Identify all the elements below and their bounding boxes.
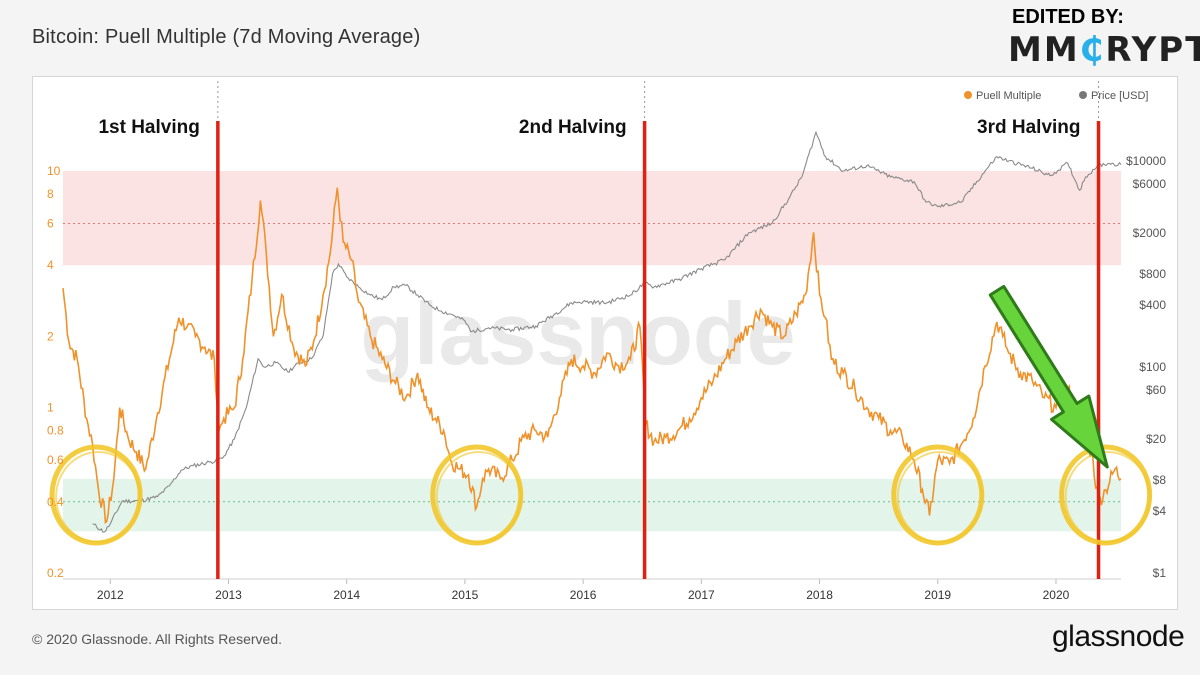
right-tick-label: $1: [1153, 566, 1167, 580]
coin-icon: ₵: [1079, 30, 1106, 70]
right-tick-label: $6000: [1133, 177, 1167, 191]
left-tick-label: 2: [47, 329, 54, 343]
highlight-circle-inner: [55, 451, 142, 543]
right-tick-label: $400: [1139, 298, 1166, 312]
left-tick-label: 1: [47, 401, 54, 415]
x-tick-label: 2012: [97, 588, 124, 602]
x-tick-label: 2019: [924, 588, 951, 602]
legend-label: Puell Multiple: [976, 90, 1041, 102]
right-tick-label: $4: [1153, 504, 1167, 518]
right-tick-label: $60: [1146, 383, 1166, 397]
right-tick-label: $2000: [1133, 226, 1167, 240]
chart-title: Bitcoin: Puell Multiple (7d Moving Avera…: [32, 26, 421, 48]
copyright-footer: © 2020 Glassnode. All Rights Reserved.: [32, 631, 283, 647]
right-tick-label: $100: [1139, 360, 1166, 374]
left-tick-label: 10: [47, 164, 61, 178]
x-tick-label: 2017: [688, 588, 715, 602]
zone-overvalued: [63, 171, 1121, 266]
right-tick-label: $10000: [1126, 154, 1166, 168]
halving-label: 3rd Halving: [977, 117, 1080, 138]
x-tick-label: 2018: [806, 588, 833, 602]
price-series-line: [92, 130, 1122, 533]
x-tick-label: 2016: [570, 588, 597, 602]
left-tick-label: 0.4: [47, 495, 64, 509]
edited-by-label: EDITED BY:: [1012, 6, 1124, 28]
left-tick-label: 0.8: [47, 424, 64, 438]
left-tick-label: 4: [47, 258, 54, 272]
x-tick-label: 2015: [452, 588, 479, 602]
logo-prefix: MM: [1008, 30, 1080, 70]
green-arrow: [988, 284, 1109, 469]
x-tick-label: 2014: [333, 588, 360, 602]
glassnode-logo: glassnode: [1052, 620, 1185, 653]
x-tick-label: 2013: [215, 588, 242, 602]
legend-dot: [1079, 91, 1087, 99]
left-tick-label: 8: [47, 187, 54, 201]
x-tick-label: 2020: [1043, 588, 1070, 602]
left-tick-label: 6: [47, 216, 54, 230]
halving-label: 2nd Halving: [519, 117, 627, 138]
left-tick-label: 0.6: [47, 453, 64, 467]
mmcrypto-logo: MM₵RYPTO: [1008, 30, 1200, 70]
right-tick-label: $8: [1153, 473, 1167, 487]
halving-label: 1st Halving: [98, 117, 199, 138]
puell-chart-svg: glassnode 1st Halving 2nd Halving 3rd Halv…: [47, 81, 1167, 602]
green-arrow-shape: [988, 284, 1109, 469]
zone-undervalued: [63, 478, 1121, 532]
legend-dot: [964, 91, 972, 99]
logo-suffix: RYPTO: [1105, 30, 1200, 70]
highlight-circle-inner: [896, 451, 983, 543]
chart-frame: glassnode 1st Halving 2nd Halving 3rd Halv…: [32, 76, 1178, 610]
right-tick-label: $20: [1146, 432, 1166, 446]
highlight-circle-inner: [1064, 451, 1151, 543]
legend-label: Price [USD]: [1091, 90, 1148, 102]
left-tick-label: 0.2: [47, 566, 64, 580]
puell-series-line: [62, 187, 1122, 525]
right-tick-label: $800: [1139, 267, 1166, 281]
highlight-circle-inner: [435, 451, 522, 543]
